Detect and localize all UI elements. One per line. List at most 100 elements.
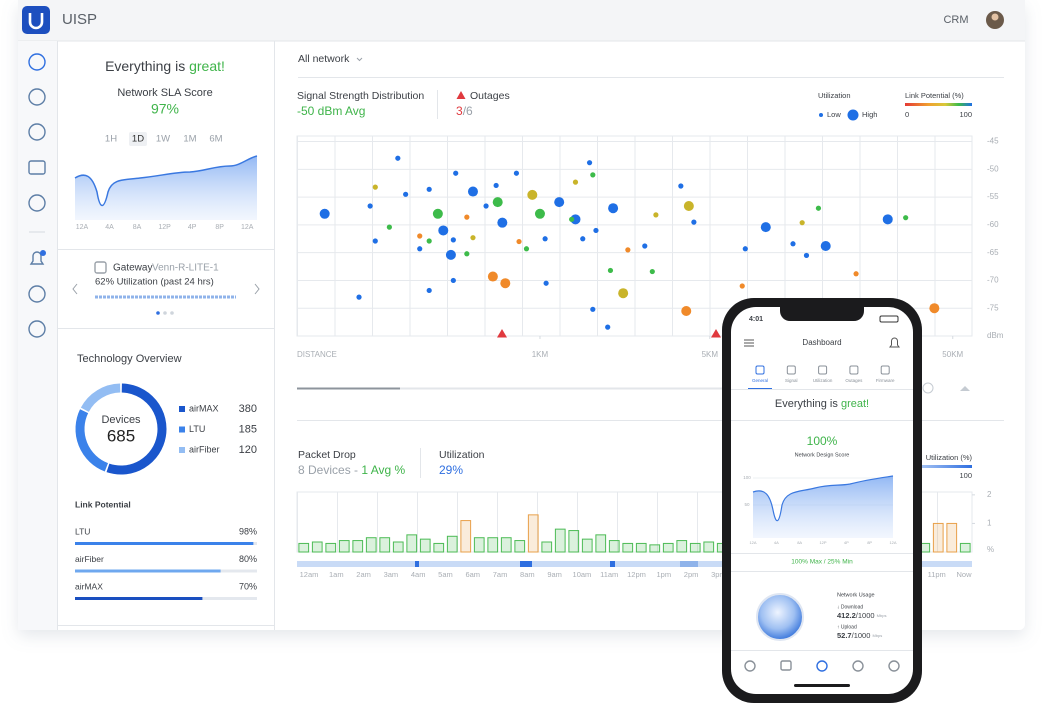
bar[interactable]: [541, 541, 553, 553]
scatter-point[interactable]: [618, 288, 629, 299]
bar[interactable]: [662, 542, 674, 553]
scatter-point[interactable]: [445, 249, 456, 260]
scatter-point[interactable]: [605, 324, 611, 330]
scatter-point[interactable]: [403, 191, 409, 197]
tab-label[interactable]: Firmware: [876, 378, 895, 383]
scatter-point[interactable]: [516, 238, 522, 245]
bar[interactable]: [608, 540, 620, 553]
page-dot[interactable]: [170, 311, 174, 315]
phone-nav[interactable]: [888, 660, 900, 672]
range-tab[interactable]: 6M: [209, 134, 222, 145]
nav-dashboard[interactable]: [28, 53, 46, 71]
phone-nav[interactable]: [780, 660, 792, 671]
phone-nav[interactable]: [852, 660, 864, 672]
bar[interactable]: [703, 541, 715, 553]
scatter-point[interactable]: [426, 238, 432, 244]
scatter-point[interactable]: [319, 208, 330, 219]
scatter-point[interactable]: [691, 219, 697, 225]
bar[interactable]: [352, 540, 364, 553]
scatter-point[interactable]: [625, 247, 631, 253]
scatter-point[interactable]: [642, 243, 648, 249]
bar[interactable]: [568, 530, 580, 553]
tab-label[interactable]: Outages: [845, 378, 863, 383]
scatter-point[interactable]: [853, 271, 859, 277]
scatter-point[interactable]: [882, 214, 893, 225]
range-tab[interactable]: 1M: [183, 134, 196, 145]
tab-label[interactable]: General: [752, 378, 768, 383]
scatter-point[interactable]: [593, 227, 599, 234]
scatter-point[interactable]: [681, 306, 692, 316]
next-button[interactable]: [254, 283, 260, 295]
bar[interactable]: [514, 540, 526, 553]
scatter-point[interactable]: [820, 241, 831, 251]
scatter-point[interactable]: [653, 212, 659, 218]
scatter-point[interactable]: [395, 155, 401, 161]
scatter-point[interactable]: [356, 294, 362, 300]
dropdown-caret[interactable]: [356, 57, 363, 62]
scatter-point[interactable]: [417, 233, 423, 239]
scatter-point[interactable]: [607, 267, 614, 274]
bar[interactable]: [298, 542, 310, 553]
scatter-point[interactable]: [450, 237, 456, 243]
scatter-point[interactable]: [497, 217, 508, 228]
bar[interactable]: [338, 540, 350, 553]
tab-label[interactable]: Utilization: [813, 378, 833, 383]
scatter-point[interactable]: [523, 246, 530, 252]
scatter-point[interactable]: [464, 214, 470, 220]
phone-nav-active[interactable]: [816, 660, 828, 672]
bar[interactable]: [676, 540, 688, 553]
range-tab[interactable]: 1H: [105, 134, 117, 145]
nav-help[interactable]: [28, 285, 46, 303]
bar[interactable]: [500, 537, 512, 553]
tab-icon[interactable]: [880, 365, 890, 375]
nav-settings[interactable]: [28, 320, 46, 338]
bar[interactable]: [419, 538, 431, 553]
scatter-point[interactable]: [678, 183, 684, 189]
scatter-point[interactable]: [608, 203, 619, 214]
bar[interactable]: [365, 537, 377, 553]
bar[interactable]: [473, 537, 485, 553]
nav-devices[interactable]: [28, 160, 46, 175]
scatter-point[interactable]: [760, 222, 771, 233]
scatter-point[interactable]: [554, 197, 565, 208]
scatter-point[interactable]: [586, 160, 593, 166]
zoom-icon[interactable]: [960, 386, 970, 391]
bar[interactable]: [622, 542, 634, 553]
network-filter[interactable]: All network: [298, 53, 350, 65]
tab-icon[interactable]: [786, 365, 796, 375]
scatter-point[interactable]: [386, 224, 392, 230]
gateway-name[interactable]: Venn-R-LITE-1: [152, 263, 219, 274]
scatter-point[interactable]: [527, 189, 538, 200]
bar[interactable]: [554, 528, 566, 553]
bar[interactable]: [635, 542, 647, 553]
phone-nav[interactable]: [744, 660, 756, 672]
page-dot[interactable]: [163, 311, 167, 315]
bar[interactable]: [460, 520, 472, 553]
bar[interactable]: [487, 537, 499, 553]
scatter-point[interactable]: [493, 182, 499, 189]
app-logo[interactable]: [22, 6, 50, 34]
scatter-point[interactable]: [815, 205, 822, 211]
scatter-point[interactable]: [739, 283, 745, 289]
outage-marker[interactable]: [711, 329, 721, 338]
tab-icon[interactable]: [849, 365, 859, 375]
scatter-point[interactable]: [432, 208, 443, 219]
bar[interactable]: [392, 541, 404, 553]
phone-bell[interactable]: [889, 337, 900, 348]
bar[interactable]: [406, 534, 418, 553]
scatter-point[interactable]: [372, 238, 378, 244]
scatter-point[interactable]: [487, 271, 498, 282]
range-tab[interactable]: 1W: [156, 134, 170, 145]
bar[interactable]: [649, 544, 661, 553]
bar[interactable]: [932, 522, 944, 553]
scatter-point[interactable]: [903, 215, 909, 221]
tab-label[interactable]: Signal: [785, 378, 798, 383]
scatter-point[interactable]: [492, 197, 503, 208]
nav-clients[interactable]: [28, 194, 46, 212]
nav-topology[interactable]: [28, 123, 46, 141]
bar[interactable]: [379, 537, 391, 553]
bar[interactable]: [433, 542, 445, 553]
scatter-point[interactable]: [470, 235, 476, 241]
tab-icon[interactable]: [755, 365, 765, 375]
scatter-point[interactable]: [929, 303, 940, 314]
